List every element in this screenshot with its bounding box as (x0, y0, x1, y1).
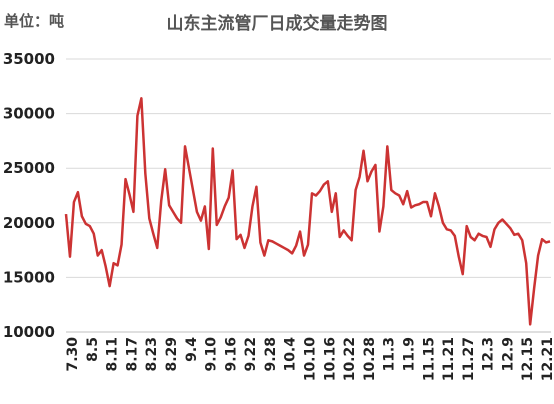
x-tick-label: 7.30 (65, 337, 81, 372)
unit-label: 单位：吨 (4, 12, 65, 30)
x-tick-label: 9.16 (223, 337, 239, 372)
x-tick-label: 11.9 (401, 337, 417, 372)
x-tick-label: 8.5 (85, 337, 101, 362)
series-line-0 (64, 97, 551, 326)
x-tick-label: 10.16 (322, 337, 338, 381)
x-tick-label: 12.9 (500, 337, 516, 372)
x-tick-label: 11.15 (421, 337, 437, 381)
x-tick-label: 10.22 (342, 337, 358, 381)
x-tick-label: 12.3 (481, 337, 497, 372)
gridlines (66, 58, 551, 278)
y-tick-label: 10000 (3, 323, 55, 341)
x-tick-label: 12.21 (540, 337, 554, 381)
x-tick-label: 11.27 (461, 337, 477, 381)
y-tick-label: 35000 (3, 50, 55, 68)
x-tick-label: 11.21 (441, 337, 457, 381)
x-tick-label: 9.28 (263, 337, 279, 372)
x-tick-label: 9.22 (243, 337, 259, 372)
x-tick-label: 8.17 (124, 337, 140, 372)
y-axis: 10000 15000 20000 25000 30000 35000 (3, 50, 55, 341)
x-tick-label: 8.29 (164, 337, 180, 372)
y-tick-label: 25000 (3, 159, 55, 177)
chart-title: 山东主流管厂日成交量走势图 (166, 14, 388, 34)
x-tick-label: 12.15 (520, 337, 536, 381)
y-tick-label: 15000 (3, 268, 55, 286)
x-tick-label: 9.4 (184, 337, 200, 362)
x-axis: 7.30 8.5 8.11 8.17 8.23 8.29 9.4 9.10 9.16 9.22 9.… (65, 331, 554, 382)
series-group (64, 97, 551, 326)
y-tick-label: 30000 (3, 105, 55, 123)
x-tick-label: 10.28 (362, 337, 378, 381)
x-tick-label: 10.10 (303, 337, 319, 382)
x-tick-label: 8.23 (144, 337, 160, 372)
x-tick-label: 9.10 (204, 337, 220, 372)
x-tick-label: 11.3 (382, 337, 398, 372)
x-tick-label: 10.4 (283, 337, 299, 372)
y-tick-label: 20000 (3, 214, 55, 232)
x-tick-label: 8.11 (105, 337, 121, 372)
